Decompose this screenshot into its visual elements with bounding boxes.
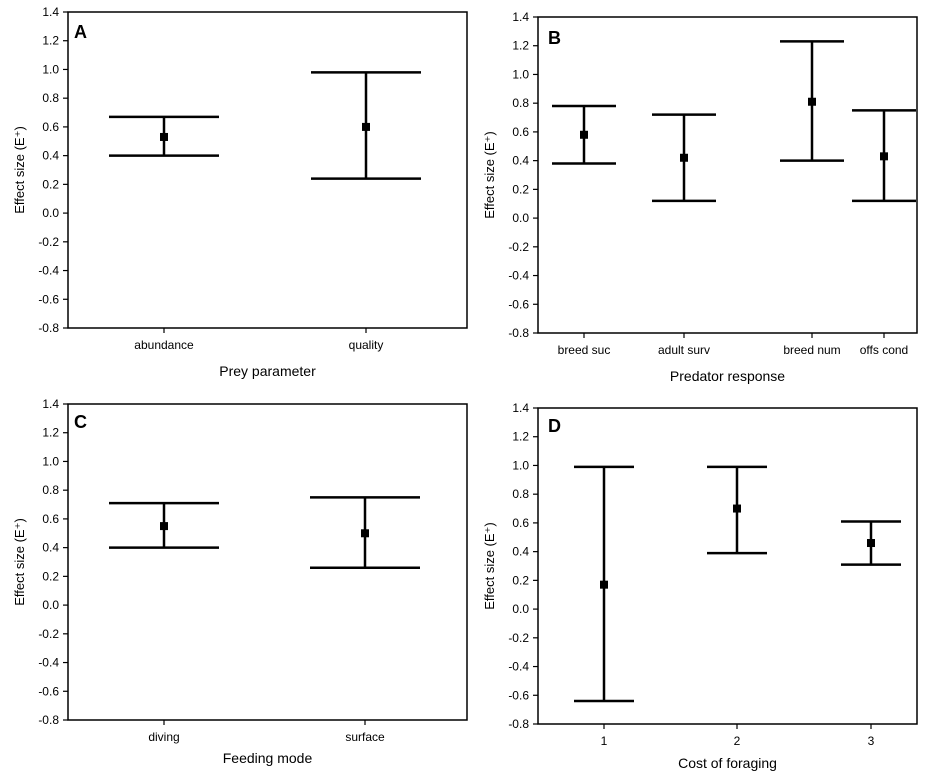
panel-d-y-tick-label: -0.6 — [508, 688, 529, 702]
panel-c-y-tick-label: 0.0 — [42, 598, 59, 612]
panel-a-mean-marker — [362, 123, 370, 131]
panel-d-x-tick-label: 3 — [868, 734, 875, 748]
panel-d-y-tick-label: -0.2 — [508, 631, 529, 645]
panel-a-mean-marker — [160, 133, 168, 141]
panel-b-x-tick-label: breed num — [783, 343, 840, 357]
panel-d-y-tick-label: 1.2 — [512, 430, 529, 444]
panel-a-y-tick-label: 1.4 — [42, 5, 59, 19]
panel-a-y-tick-label: 0.6 — [42, 120, 59, 134]
panel-a-y-tick-label: -0.8 — [38, 321, 59, 335]
panel-d-x-tick-label: 1 — [601, 734, 608, 748]
panel-c-y-tick-label: 0.4 — [42, 541, 59, 555]
panel-c-y-tick-label: 0.2 — [42, 569, 59, 583]
panel-c-y-tick-label: -0.4 — [38, 656, 59, 670]
panel-c-y-tick-label: 1.2 — [42, 426, 59, 440]
panel-d-y-tick-label: 1.0 — [512, 458, 529, 472]
panel-a-x-tick-label: abundance — [134, 338, 194, 352]
panel-d-y-tick-label: 1.4 — [512, 401, 529, 415]
panel-c-mean-marker — [160, 522, 168, 530]
panel-c-y-tick-label: 1.4 — [42, 397, 59, 411]
panel-b-y-tick-label: 0.0 — [512, 211, 529, 225]
panel-d-chart: -0.8 -0.6 -0.4 -0.2 0.0 0.2 0.4 0.6 0.8 1.0 1.2 1.4… — [482, 401, 917, 771]
panel-b-y-tick-label: 1.4 — [512, 10, 529, 24]
panel-a-y-tick-label: 1.2 — [42, 34, 59, 48]
panel-a-chart: -0.8 -0.6 -0.4 -0.2 0.0 0.2 0.4 0.6 0.8 1.0 1.2 1.4… — [12, 5, 467, 379]
panel-b-frame — [538, 17, 917, 333]
panel-b-y-tick-label: -0.4 — [508, 269, 529, 283]
panel-a-y-tick-label: 0.2 — [42, 177, 59, 191]
panel-c-x-tick-label: diving — [148, 730, 179, 744]
panel-c-frame — [68, 404, 467, 720]
panel-a-y-tick-label: 1.0 — [42, 62, 59, 76]
panel-b-y-tick-label: 0.2 — [512, 182, 529, 196]
panel-b-letter: B — [548, 28, 561, 48]
panel-b-x-tick-label: breed suc — [558, 343, 611, 357]
panel-b-y-tick-label: 0.4 — [512, 154, 529, 168]
panel-b-mean-marker — [680, 154, 688, 162]
panel-d-mean-marker — [733, 505, 741, 513]
panel-a-x-axis-title: Prey parameter — [219, 363, 316, 379]
panel-d-y-tick-label: 0.4 — [512, 545, 529, 559]
panel-b-y-tick-label: 0.8 — [512, 96, 529, 110]
panel-b-y-tick-label: 1.2 — [512, 39, 529, 53]
panel-b-x-tick-label: adult surv — [658, 343, 710, 357]
panel-d-y-tick-label: 0.2 — [512, 573, 529, 587]
panel-b-y-tick-label: 0.6 — [512, 125, 529, 139]
panel-b-mean-marker — [808, 98, 816, 106]
panel-a-y-axis-title: Effect size (E⁺) — [12, 126, 27, 214]
panel-d-y-tick-label: 0.6 — [512, 516, 529, 530]
panel-a-y-tick-label: -0.6 — [38, 292, 59, 306]
panel-c-chart: -0.8 -0.6 -0.4 -0.2 0.0 0.2 0.4 0.6 0.8 1.0 1.2 1.4… — [12, 397, 467, 766]
panel-b-y-tick-label: -0.8 — [508, 326, 529, 340]
panel-b-y-tick-label: 1.0 — [512, 67, 529, 81]
panel-d-y-tick-label: 0.8 — [512, 487, 529, 501]
panel-a-y-tick-label: -0.2 — [38, 235, 59, 249]
panel-c-x-tick-label: surface — [345, 730, 385, 744]
panel-b-x-tick-label: offs cond — [860, 343, 908, 357]
panel-c-y-axis-title: Effect size (E⁺) — [12, 518, 27, 606]
panel-b-y-tick-label: -0.6 — [508, 297, 529, 311]
panel-a-y-tick-label: -0.4 — [38, 264, 59, 278]
panel-c-y-tick-label: -0.2 — [38, 627, 59, 641]
panel-d-x-tick-label: 2 — [734, 734, 741, 748]
panel-c-letter: C — [74, 412, 87, 432]
panel-d-y-tick-label: -0.8 — [508, 717, 529, 731]
panel-b-y-axis-title: Effect size (E⁺) — [482, 131, 497, 219]
panel-c-mean-marker — [361, 529, 369, 537]
panel-a-y-tick-label: 0.0 — [42, 206, 59, 220]
panel-d-x-axis-title: Cost of foraging — [678, 755, 777, 771]
panel-a-letter: A — [74, 22, 87, 42]
panel-a-y-tick-label: 0.4 — [42, 149, 59, 163]
panel-a-x-tick-label: quality — [349, 338, 384, 352]
panel-d-letter: D — [548, 416, 561, 436]
panel-a-y-tick-label: 0.8 — [42, 91, 59, 105]
panel-c-y-tick-label: -0.8 — [38, 713, 59, 727]
panel-d-y-tick-label: 0.0 — [512, 602, 529, 616]
panel-d-mean-marker — [867, 539, 875, 547]
panel-c-y-tick-label: 0.8 — [42, 483, 59, 497]
panel-d-mean-marker — [600, 581, 608, 589]
panel-c-x-axis-title: Feeding mode — [223, 750, 313, 766]
panel-b-x-axis-title: Predator response — [670, 368, 785, 384]
panel-c-y-tick-label: -0.6 — [38, 684, 59, 698]
panel-b-mean-marker — [880, 152, 888, 160]
panel-c-y-tick-label: 1.0 — [42, 454, 59, 468]
panel-d-y-axis-title: Effect size (E⁺) — [482, 522, 497, 610]
panel-b-y-tick-label: -0.2 — [508, 240, 529, 254]
panel-d-y-tick-label: -0.4 — [508, 660, 529, 674]
panel-d-frame — [538, 408, 917, 724]
panel-a-frame — [68, 12, 467, 328]
panel-c-y-tick-label: 0.6 — [42, 512, 59, 526]
panel-b-chart: -0.8 -0.6 -0.4 -0.2 0.0 0.2 0.4 0.6 0.8 1.0 1.2 1.4… — [482, 10, 917, 384]
panel-b-mean-marker — [580, 131, 588, 139]
